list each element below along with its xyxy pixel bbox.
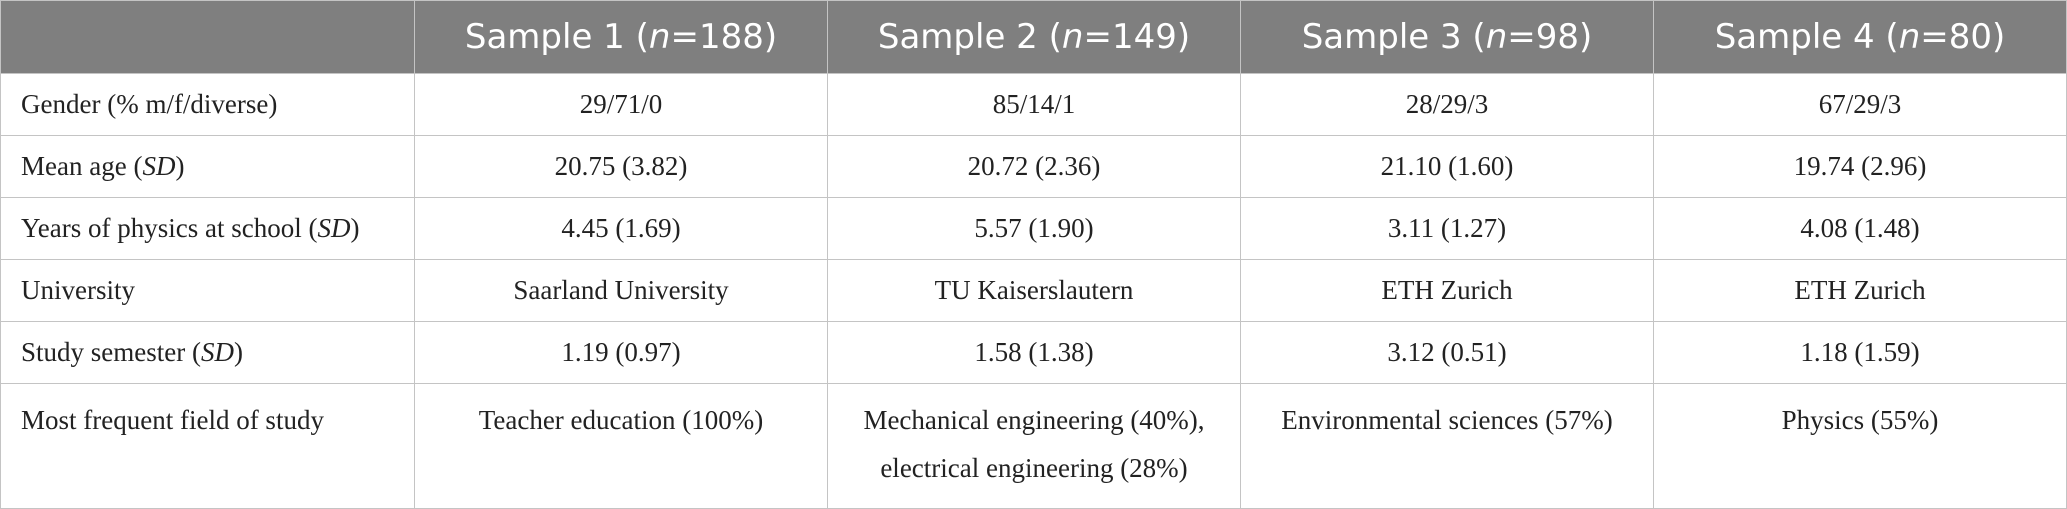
text: 85/14/1: [992, 89, 1076, 119]
cell: 20.72 (2.36): [827, 135, 1241, 198]
cell: ETH Zurich: [1653, 259, 2067, 322]
cell: Teacher education (100%): [414, 383, 828, 509]
row-label: Years of physics at school (SD): [0, 197, 415, 260]
table-row: Mean age (SD) 20.75 (3.82) 20.72 (2.36) 21.…: [0, 135, 2067, 198]
row-label: Study semester (SD): [0, 321, 415, 384]
text: ETH Zurich: [1794, 275, 1926, 305]
cell: Mechanical engineering (40%), electrical…: [827, 383, 1241, 509]
table-row: University Saarland University TU Kaisersl…: [0, 259, 2067, 322]
text: 28/29/3: [1405, 89, 1489, 119]
table-row: Study semester (SD) 1.19 (0.97) 1.58 (1.38…: [0, 321, 2067, 384]
header-cell: Sample 2 (n=149): [827, 0, 1241, 74]
text: 5.57 (1.90): [974, 213, 1094, 243]
text: 21.10 (1.60): [1380, 151, 1514, 181]
text: Gender (% m/f/diverse): [21, 89, 278, 119]
text: 4.08 (1.48): [1800, 213, 1920, 243]
cell: 20.75 (3.82): [414, 135, 828, 198]
text: 67/29/3: [1818, 89, 1902, 119]
text: 1.58 (1.38): [974, 337, 1094, 367]
text: =80): [1920, 17, 2006, 57]
cell: 1.18 (1.59): [1653, 321, 2067, 384]
italic-text: SD: [317, 213, 351, 243]
text: Years of physics at school (: [21, 213, 318, 243]
text: 3.12 (0.51): [1387, 337, 1507, 367]
italic-text: n: [1061, 17, 1084, 57]
text: Sample 3 (: [1301, 17, 1486, 57]
cell: ETH Zurich: [1240, 259, 1654, 322]
text: Sample 2 (: [877, 17, 1062, 57]
text: Study semester (: [21, 337, 201, 367]
header-row: Sample 1 (n=188) Sample 2 (n=149) Sample 3…: [0, 0, 2067, 74]
text: 3.11 (1.27): [1387, 213, 1507, 243]
cell: TU Kaiserslautern: [827, 259, 1241, 322]
text: 20.72 (2.36): [967, 151, 1101, 181]
table-row: Years of physics at school (SD) 4.45 (1.6…: [0, 197, 2067, 260]
cell: 19.74 (2.96): [1653, 135, 2067, 198]
row-label: Gender (% m/f/diverse): [0, 73, 415, 136]
text: TU Kaiserslautern: [934, 275, 1134, 305]
text: =188): [670, 17, 778, 57]
text: 20.75 (3.82): [554, 151, 688, 181]
header-cell: Sample 1 (n=188): [414, 0, 828, 74]
italic-text: n: [1485, 17, 1508, 57]
cell: 85/14/1: [827, 73, 1241, 136]
text: ): [350, 213, 360, 243]
italic-text: SD: [142, 151, 176, 181]
text: Teacher education (100%): [478, 405, 764, 435]
cell: Physics (55%): [1653, 383, 2067, 509]
cell: 67/29/3: [1653, 73, 2067, 136]
text: Sample 4 (: [1714, 17, 1899, 57]
table-row: Gender (% m/f/diverse) 29/71/0 85/14/1 28/2…: [0, 73, 2067, 136]
cell: 4.45 (1.69): [414, 197, 828, 260]
cell: 1.58 (1.38): [827, 321, 1241, 384]
text: 1.18 (1.59): [1800, 337, 1920, 367]
text: 29/71/0: [579, 89, 663, 119]
italic-text: n: [648, 17, 671, 57]
header-cell: Sample 4 (n=80): [1653, 0, 2067, 74]
row-label: Most frequent field of study: [0, 383, 415, 509]
text: =149): [1083, 17, 1191, 57]
row-label: University: [0, 259, 415, 322]
text: 19.74 (2.96): [1793, 151, 1927, 181]
table-row: Most frequent field of study Teacher educ…: [0, 383, 2067, 509]
text: University: [21, 275, 135, 305]
text: Environmental sciences (57%): [1281, 405, 1613, 435]
cell: 28/29/3: [1240, 73, 1654, 136]
cell: 5.57 (1.90): [827, 197, 1241, 260]
table-body: Gender (% m/f/diverse) 29/71/0 85/14/1 28/2…: [0, 73, 2067, 509]
italic-text: SD: [200, 337, 234, 367]
header-cell: [0, 0, 415, 74]
cell: 29/71/0: [414, 73, 828, 136]
cell: 3.11 (1.27): [1240, 197, 1654, 260]
cell: 3.12 (0.51): [1240, 321, 1654, 384]
text: 4.45 (1.69): [561, 213, 681, 243]
italic-text: n: [1898, 17, 1921, 57]
text: Mean age (: [21, 151, 143, 181]
cell: 4.08 (1.48): [1653, 197, 2067, 260]
row-label: Mean age (SD): [0, 135, 415, 198]
cell: Environmental sciences (57%): [1240, 383, 1654, 509]
text: Sample 1 (: [464, 17, 649, 57]
text: =98): [1507, 17, 1593, 57]
cell: 1.19 (0.97): [414, 321, 828, 384]
text: ETH Zurich: [1381, 275, 1513, 305]
header-cell: Sample 3 (n=98): [1240, 0, 1654, 74]
text: Mechanical engineering (40%), electrical…: [863, 405, 1205, 483]
text: 1.19 (0.97): [561, 337, 681, 367]
text: Most frequent field of study: [21, 405, 324, 435]
text: Saarland University: [513, 275, 729, 305]
text: Physics (55%): [1781, 405, 1939, 435]
cell: Saarland University: [414, 259, 828, 322]
text: ): [233, 337, 243, 367]
cell: 21.10 (1.60): [1240, 135, 1654, 198]
text: ): [175, 151, 185, 181]
